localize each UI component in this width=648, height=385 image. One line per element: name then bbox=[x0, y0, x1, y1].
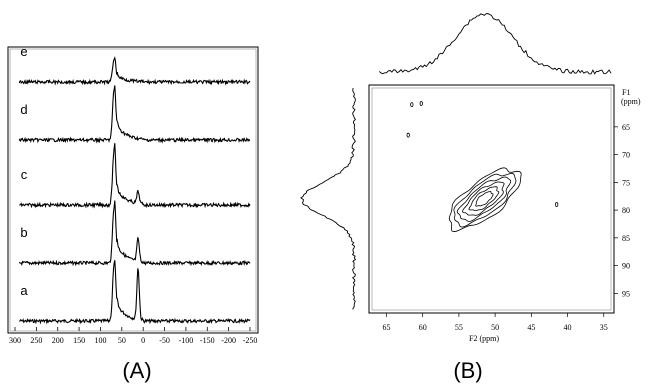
panel-a-tick-label: 200 bbox=[52, 336, 64, 345]
panel-b-x-tick-label: 35 bbox=[600, 323, 608, 332]
contour-speck bbox=[419, 101, 423, 106]
panel-b-contours bbox=[406, 101, 559, 233]
contour-speck bbox=[406, 132, 410, 138]
trace-label-b: b bbox=[20, 225, 27, 240]
panel-b-y-tick-label: 90 bbox=[622, 262, 630, 271]
panel-a-frame bbox=[7, 46, 259, 334]
panel-b-ylabel: F1 bbox=[622, 88, 630, 97]
panel-b-ylabel-unit: (ppm) bbox=[621, 97, 641, 106]
panel-b-x-tick-label: 45 bbox=[527, 323, 535, 332]
panel-b-y-tick-label: 80 bbox=[622, 206, 630, 215]
spectrum-trace-c bbox=[19, 143, 251, 209]
contour-level bbox=[448, 167, 522, 233]
panel-b-y-tick-label: 95 bbox=[622, 289, 630, 298]
panel-label-a: (A) bbox=[122, 358, 151, 383]
panel-b-xlabel: F2 (ppm) bbox=[469, 334, 499, 343]
panel-b-f2-projection bbox=[378, 13, 612, 75]
spectrum-trace-e bbox=[18, 56, 251, 86]
panel-b-ticks: 65 60 55 50 45 40 35 65 70 75 80 85 90 95 bbox=[382, 123, 630, 332]
panel-a-tick-label: -250 bbox=[243, 336, 258, 345]
panel-b-plot-inner bbox=[371, 87, 612, 311]
panel-a-tick-label: 250 bbox=[30, 336, 42, 345]
spectrum-trace-b bbox=[18, 200, 251, 267]
panel-a-tick-label: -100 bbox=[179, 336, 194, 345]
panel-a-x-ticks: 300 250 200 150 100 50 0 -50 -100 -150 -200 -250 bbox=[9, 327, 257, 345]
panel-b-y-tick-label: 65 bbox=[622, 123, 630, 132]
panel-a-tick-label: 150 bbox=[73, 336, 85, 345]
panel-a-inner-frame bbox=[9, 48, 257, 332]
contour-level bbox=[468, 186, 500, 212]
panel-a-tick-label: 0 bbox=[141, 336, 145, 345]
panel-b-x-tick-label: 55 bbox=[455, 323, 463, 332]
contour-level bbox=[475, 190, 494, 207]
f2-projection-trace bbox=[378, 13, 612, 75]
panel-a-traces: a b c d e bbox=[18, 44, 251, 325]
panel-b-x-tick-label: 50 bbox=[491, 323, 499, 332]
panel-b-x-tick-label: 60 bbox=[419, 323, 427, 332]
panel-a-tick-label: 50 bbox=[118, 336, 126, 345]
panel-a-tick-label: -50 bbox=[159, 336, 170, 345]
contour-level bbox=[462, 181, 505, 216]
contour-level bbox=[453, 172, 517, 228]
panel-b-x-tick-label: 65 bbox=[382, 323, 390, 332]
panel-b-x-tick-label: 40 bbox=[564, 323, 572, 332]
trace-label-a: a bbox=[20, 283, 28, 298]
panel-a-tick-label: 100 bbox=[94, 336, 106, 345]
panel-b-y-tick-label: 85 bbox=[622, 234, 630, 243]
f1-projection-trace bbox=[300, 87, 357, 310]
panel-label-b: (B) bbox=[453, 358, 482, 383]
contour-speck bbox=[555, 202, 559, 207]
trace-label-e: e bbox=[20, 44, 27, 59]
spectrum-trace-a bbox=[19, 260, 251, 325]
spectrum-trace-d bbox=[18, 85, 251, 144]
contour-speck bbox=[410, 102, 414, 108]
panel-a-tick-label: -200 bbox=[221, 336, 236, 345]
contour-level bbox=[456, 176, 512, 222]
panel-b-f1-projection bbox=[300, 87, 357, 310]
trace-label-c: c bbox=[21, 167, 28, 182]
panel-a-tick-label: 300 bbox=[9, 336, 21, 345]
trace-label-d: d bbox=[20, 102, 27, 117]
panel-b-y-tick-label: 75 bbox=[622, 178, 630, 187]
panel-b-y-tick-label: 70 bbox=[622, 151, 630, 160]
panel-b-plot-frame bbox=[368, 84, 615, 314]
panel-a-tick-label: -150 bbox=[200, 336, 215, 345]
